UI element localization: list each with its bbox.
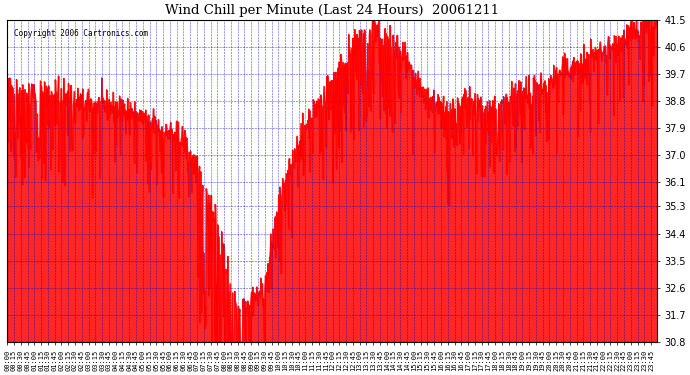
Title: Wind Chill per Minute (Last 24 Hours)  20061211: Wind Chill per Minute (Last 24 Hours) 20… bbox=[165, 4, 500, 17]
Text: Copyright 2006 Cartronics.com: Copyright 2006 Cartronics.com bbox=[14, 29, 148, 38]
